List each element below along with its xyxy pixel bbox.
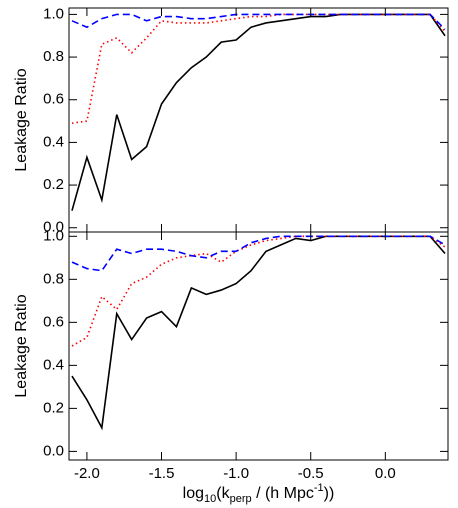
- x-axis-label-part: -1: [314, 482, 324, 494]
- y-tick-label: 0.0: [43, 442, 64, 459]
- series-line: [71, 235, 446, 272]
- series-line: [71, 13, 446, 211]
- series-line: [71, 13, 446, 30]
- y-axis-label: Leakage Ratio: [13, 294, 30, 397]
- y-axis-label: Leakage Ratio: [13, 68, 30, 171]
- y-tick-label: 1.0: [43, 227, 64, 244]
- y-tick-label: 0.0: [43, 219, 64, 236]
- x-axis-label: log10(kperp / (h Mpc-1)): [183, 482, 335, 505]
- x-tick-label: -1.5: [149, 465, 175, 482]
- series-line: [71, 13, 446, 124]
- x-axis-label-part: (k: [216, 485, 230, 502]
- series-line: [71, 235, 446, 347]
- x-axis-label-part: )): [324, 485, 335, 502]
- x-tick-label: -1.0: [223, 465, 249, 482]
- y-tick-label: 0.4: [43, 133, 64, 150]
- x-axis-label-part: perp: [230, 493, 252, 505]
- x-tick-label: 0.0: [375, 465, 396, 482]
- x-tick-label: -2.0: [74, 465, 100, 482]
- y-tick-label: 0.6: [43, 313, 64, 330]
- y-tick-label: 1.0: [43, 5, 64, 22]
- y-tick-label: 0.2: [43, 399, 64, 416]
- y-tick-label: 0.6: [43, 91, 64, 108]
- y-tick-label: 0.8: [43, 270, 64, 287]
- y-tick-label: 0.4: [43, 356, 64, 373]
- x-axis-label-part: / (h Mpc: [252, 485, 314, 502]
- x-tick-label: -0.5: [298, 465, 324, 482]
- y-tick-label: 0.2: [43, 176, 64, 193]
- y-tick-label: 0.8: [43, 48, 64, 65]
- x-axis-label-part: log: [183, 485, 204, 502]
- plot-frame: [68, 7, 449, 233]
- x-axis-label-part: 10: [204, 493, 216, 505]
- series-line: [71, 235, 446, 431]
- plot-frame: [68, 231, 449, 461]
